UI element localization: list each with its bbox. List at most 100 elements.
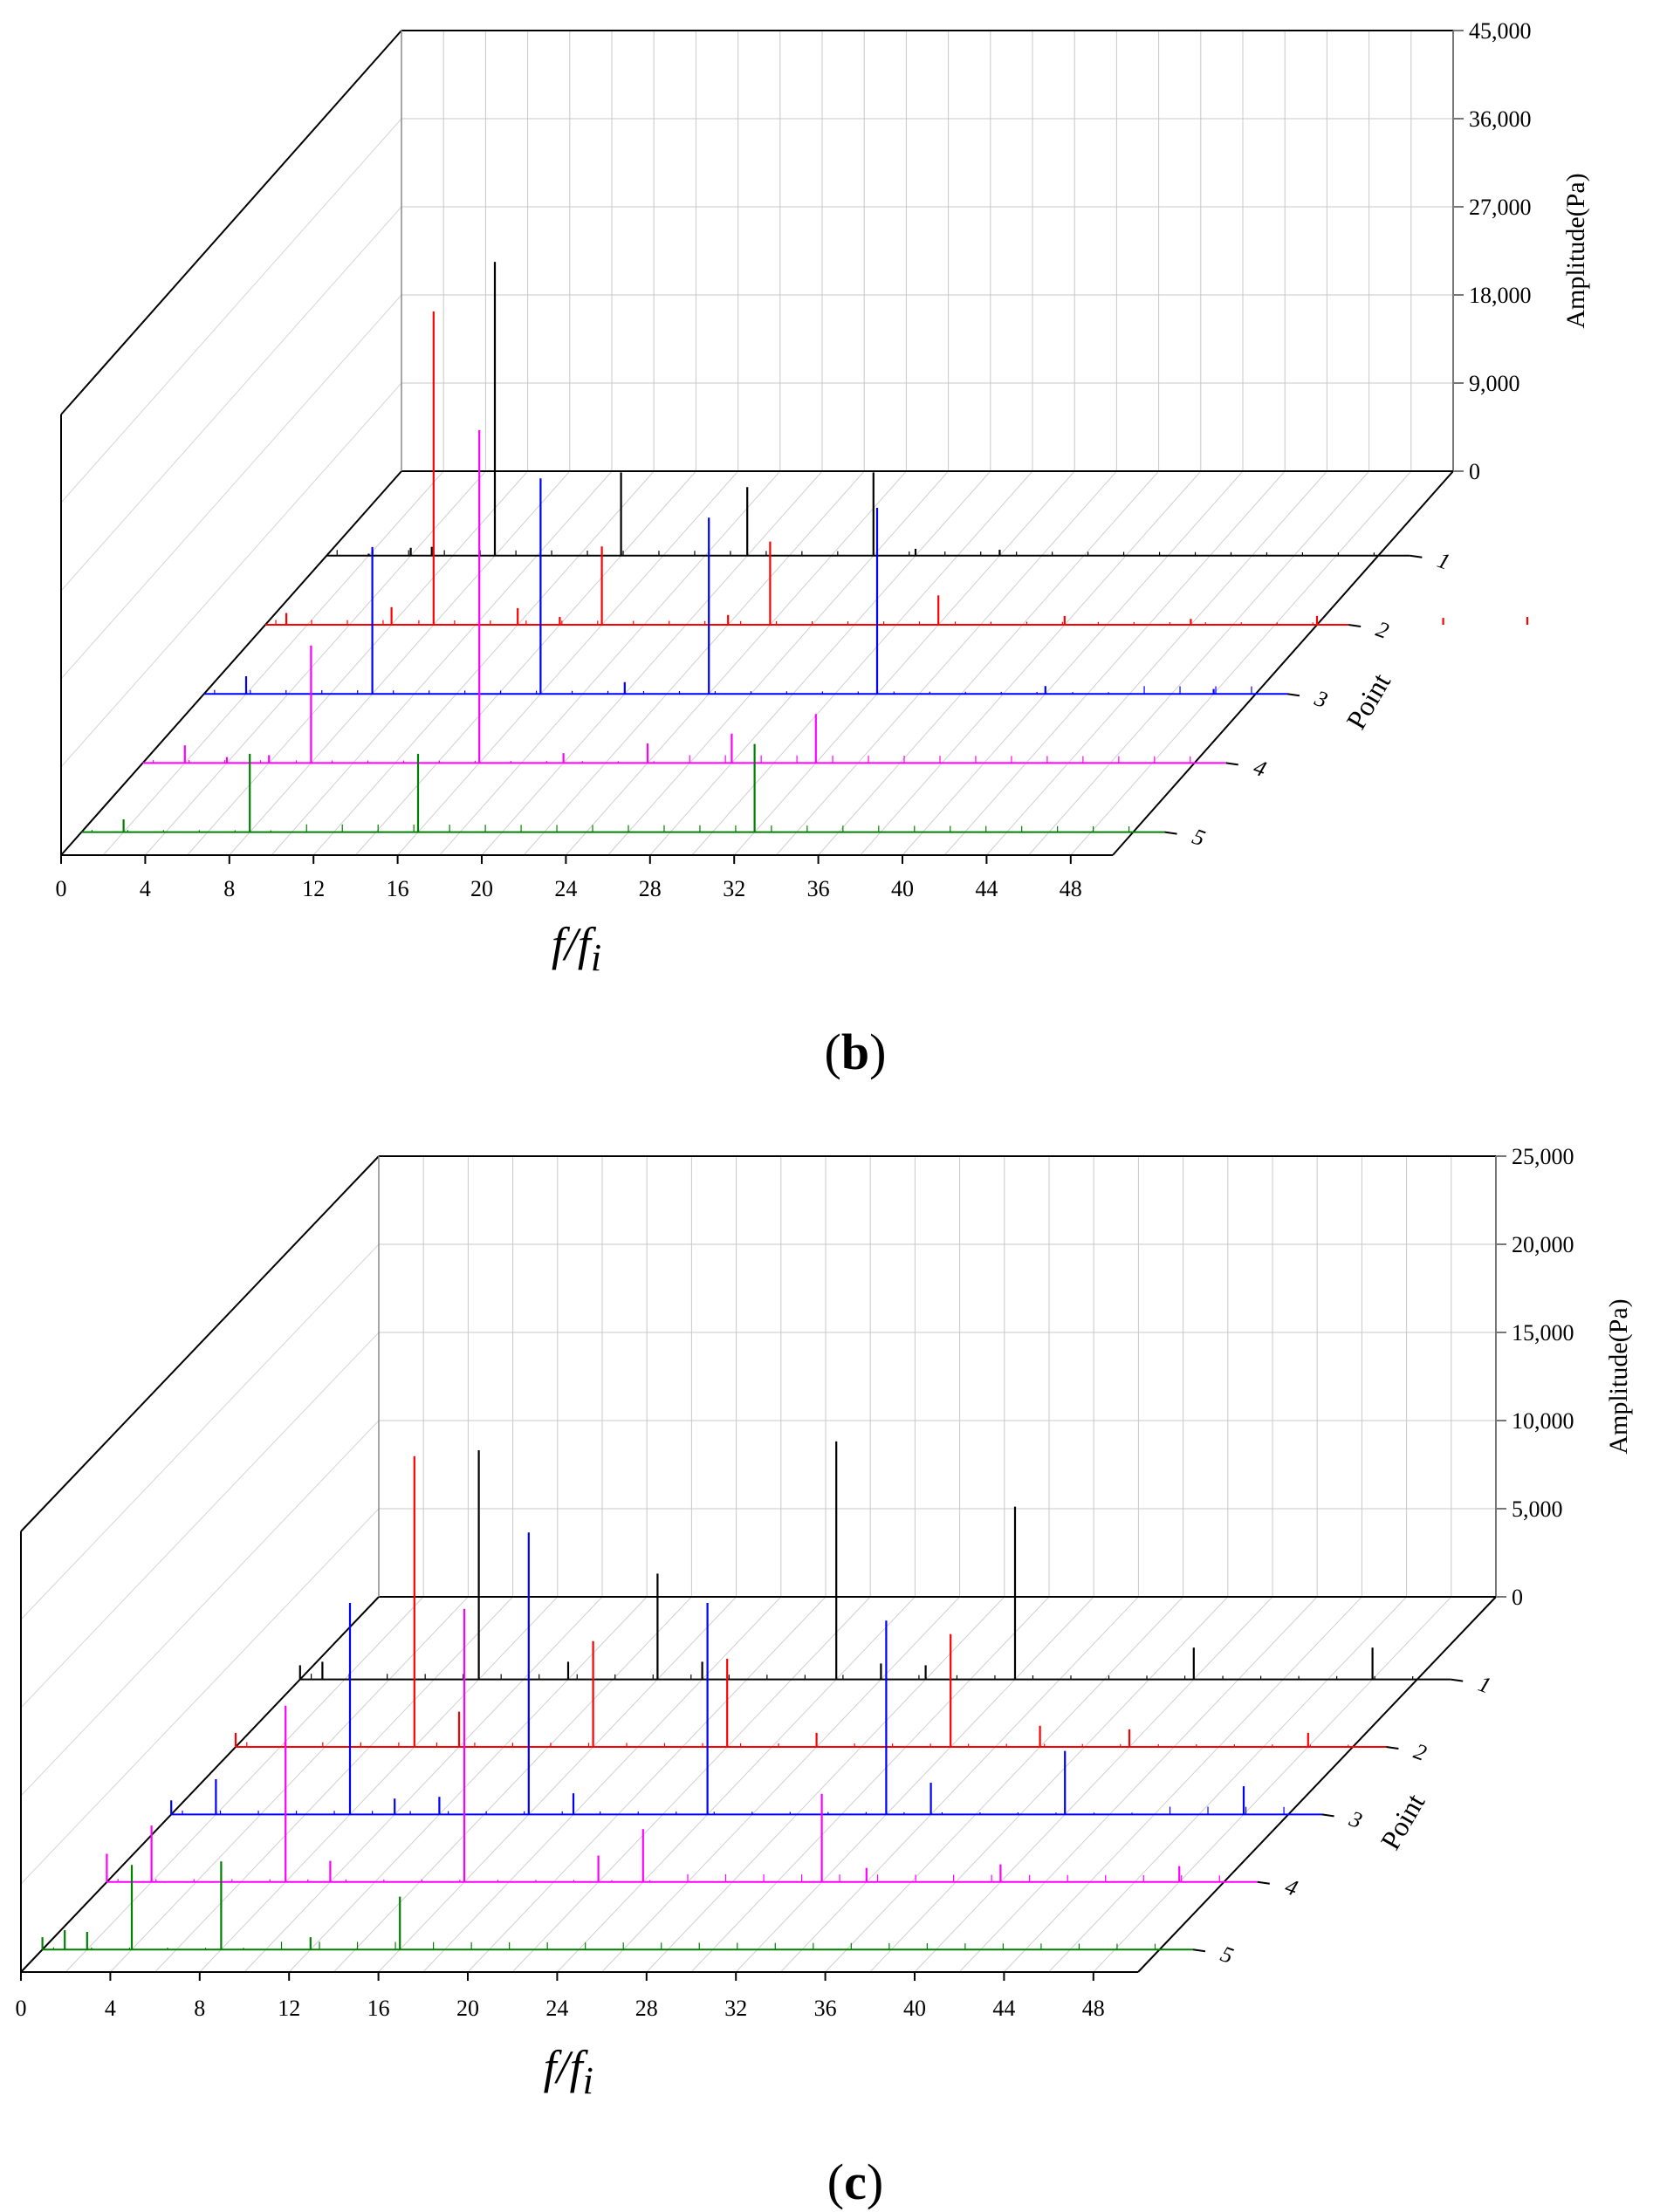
- y-tick-labels: 0 9,000 18,000 27,000 36,000 45,000: [1453, 18, 1532, 484]
- axis-line: [1112, 470, 1454, 856]
- grid-line-floor: [422, 1596, 782, 1973]
- panel-label: (c): [827, 2154, 883, 2210]
- grid-line-floor: [187, 470, 528, 856]
- grid-line-floor: [397, 470, 738, 856]
- grid-line-side: [20, 1420, 380, 1797]
- axis-line: [1137, 1596, 1497, 1973]
- x-tick-label: 44: [975, 876, 998, 901]
- x-axis-label: f/fi: [552, 918, 601, 979]
- grid-line-floor: [690, 1596, 1050, 1973]
- grid-line-floor: [378, 1596, 737, 1973]
- grid-line-floor: [154, 1596, 513, 1973]
- grid-line-side: [60, 206, 402, 592]
- y-axis-label: Amplitude(Pa): [1561, 173, 1590, 328]
- x-axis-label-sub: i: [583, 2059, 593, 2102]
- series-3: 3: [203, 478, 1331, 713]
- y-tick-label: 0: [1469, 459, 1480, 484]
- x-tick-label: 48: [1082, 1996, 1105, 2021]
- x-tick-label: 0: [56, 876, 67, 901]
- axis-frame: [20, 1155, 1497, 1973]
- grid-line-floor: [199, 1596, 559, 1973]
- grid-line-floor: [818, 470, 1159, 856]
- x-tick-label: 20: [470, 876, 493, 901]
- series-4: 4: [142, 429, 1270, 783]
- grid-line-side: [60, 294, 402, 680]
- x-axis-label-main: f/f: [552, 918, 597, 970]
- grid-line-floor: [986, 470, 1327, 856]
- x-tick-label: 36: [807, 876, 830, 901]
- panel-label: (b): [825, 1024, 887, 1080]
- grid-line-floor: [607, 470, 949, 856]
- grid-line-floor: [523, 470, 865, 856]
- y-tick-labels: 0 5,000 10,000 15,000 20,000 25,000: [1496, 1144, 1574, 1610]
- x-tick-label: 32: [724, 1996, 747, 2021]
- grid-line-floor: [65, 1596, 424, 1973]
- y-tick-label: 9,000: [1469, 371, 1520, 396]
- x-tick-label: 40: [891, 876, 914, 901]
- z-tick-label: 4: [1282, 1873, 1301, 1901]
- z-tick-label: 5: [1218, 1941, 1237, 1969]
- y-tick-label: 20,000: [1512, 1232, 1574, 1257]
- grid-line-floor: [102, 470, 444, 856]
- grid-line-floor: [1070, 470, 1412, 856]
- x-tick-label: 48: [1060, 876, 1082, 901]
- z-tick: [1286, 693, 1300, 697]
- x-tick-label: 28: [639, 876, 662, 901]
- grid-line-floor: [860, 470, 1202, 856]
- grid-line-floor: [312, 470, 655, 856]
- grid-line-floor: [557, 1596, 916, 1973]
- x-tick-label: 40: [903, 1996, 926, 2021]
- grid-line-side: [20, 1243, 380, 1620]
- x-tick-label: 8: [194, 1996, 205, 2021]
- panel-label-paren-open: (: [827, 2154, 844, 2210]
- x-axis-label: f/fi: [544, 2041, 593, 2102]
- z-tick-label: 4: [1251, 755, 1270, 783]
- x-tick-label: 32: [723, 876, 745, 901]
- grid-line-floor: [439, 470, 781, 856]
- x-tick-labels: 0 4 8 12 16 20 24 28 32 36 40 44 48: [56, 855, 1082, 901]
- axis-line: [20, 1596, 380, 1973]
- x-tick-label: 20: [456, 1996, 479, 2021]
- series-1: 1: [326, 262, 1453, 575]
- grid-line-side: [60, 382, 402, 768]
- x-tick-label: 12: [278, 1996, 300, 2021]
- x-tick-label: 16: [367, 1996, 390, 2021]
- grid-line-floor: [691, 470, 1033, 856]
- z-tick: [1192, 1948, 1206, 1953]
- z-tick: [1410, 554, 1423, 558]
- y-tick-label: 27,000: [1469, 195, 1532, 220]
- grid-line-floor: [825, 1596, 1183, 1973]
- grid-lines: [60, 30, 1454, 856]
- z-tick: [1225, 762, 1238, 766]
- grid-line-floor: [601, 1596, 960, 1973]
- x-tick-label: 4: [105, 1996, 116, 2021]
- grid-line-floor: [288, 1596, 648, 1973]
- x-tick-labels: 0 4 8 12 16 20 24 28 32 36 40 44 48: [16, 1972, 1105, 2021]
- grid-line-floor: [649, 470, 991, 856]
- grid-line-floor: [355, 470, 696, 856]
- z-tick-label: 1: [1475, 1671, 1494, 1699]
- y-tick-label: 0: [1512, 1585, 1523, 1610]
- z-axis-label: Point: [1374, 1788, 1430, 1855]
- panel-label-paren-open: (: [825, 1024, 841, 1080]
- grid-line-floor: [271, 470, 613, 856]
- panel-label-letter: b: [841, 1024, 869, 1080]
- axis-line: [60, 30, 402, 415]
- grid-lines: [20, 1155, 1497, 1973]
- grid-line-floor: [511, 1596, 871, 1973]
- series-5: 5: [41, 1861, 1237, 1969]
- x-axis-label-main: f/f: [544, 2041, 589, 2093]
- grid-line-floor: [902, 470, 1244, 856]
- x-tick-label: 44: [992, 1996, 1015, 2021]
- z-tick: [1348, 624, 1362, 627]
- series-5: 5: [81, 743, 1209, 851]
- series-2: 2: [234, 1455, 1430, 1766]
- grid-line-floor: [1004, 1596, 1362, 1973]
- z-tick-label: 1: [1434, 547, 1453, 575]
- y-axis-label: Amplitude(Pa): [1604, 1298, 1633, 1454]
- grid-line-floor: [229, 470, 571, 856]
- y-tick-label: 36,000: [1469, 106, 1532, 132]
- x-axis-label-sub: i: [591, 936, 601, 979]
- grid-line-floor: [733, 470, 1075, 856]
